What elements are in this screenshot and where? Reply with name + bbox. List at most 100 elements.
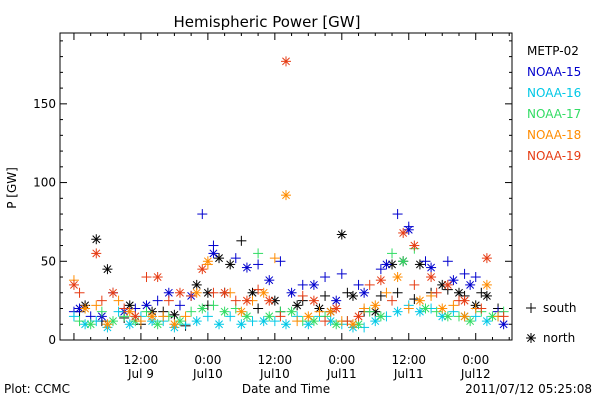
x-tick-label-date: Jul12 <box>460 367 491 381</box>
point-north-noaa-17 <box>152 319 163 330</box>
point-south-noaa-18 <box>269 253 280 264</box>
point-south-noaa-15 <box>297 279 308 290</box>
x-tick-label-date: Jul10 <box>192 367 223 381</box>
point-south-metp-02 <box>236 235 247 246</box>
point-south-noaa-19 <box>230 295 241 306</box>
legend-entry-noaa-15: NOAA-15 <box>527 65 581 79</box>
point-south-metp-02 <box>253 303 264 314</box>
point-north-noaa-19 <box>108 287 119 298</box>
point-north-noaa-19 <box>375 275 386 286</box>
point-south-noaa-17 <box>364 306 375 317</box>
point-north-noaa-15 <box>74 303 85 314</box>
point-north-metp-02 <box>414 259 425 270</box>
plot-area <box>59 32 513 341</box>
point-south-noaa-15 <box>253 259 264 270</box>
legend-north-marker <box>526 333 536 343</box>
chart-title: Hemispheric Power [GW] <box>174 13 361 31</box>
point-north-noaa-16 <box>414 306 425 317</box>
point-north-noaa-16 <box>214 319 225 330</box>
legend-entry-noaa-17: NOAA-17 <box>527 107 581 121</box>
point-north-noaa-18 <box>147 311 158 322</box>
point-south-noaa-18 <box>448 300 459 311</box>
point-north-noaa-18 <box>459 311 470 322</box>
point-south-noaa-19 <box>387 295 398 306</box>
marker-legend: south north <box>526 301 577 345</box>
point-north-noaa-16 <box>124 319 135 330</box>
point-north-noaa-15 <box>426 262 437 273</box>
point-north-noaa-17 <box>241 311 252 322</box>
legend-south-label: south <box>543 301 577 315</box>
point-north-noaa-17 <box>375 311 386 322</box>
point-south-noaa-15 <box>174 300 185 311</box>
point-north-noaa-17 <box>442 311 453 322</box>
point-south-noaa-16 <box>202 311 213 322</box>
point-south-noaa-15 <box>375 264 386 275</box>
point-south-noaa-16 <box>225 311 236 322</box>
point-north-metp-02 <box>169 309 180 320</box>
point-north-metp-02 <box>453 287 464 298</box>
footer-timestamp: 2011/07/12 05:25:08 <box>465 382 592 396</box>
point-north-noaa-19 <box>353 311 364 322</box>
point-north-noaa-19 <box>91 248 102 259</box>
point-north-noaa-15 <box>264 275 275 286</box>
point-south-noaa-17 <box>387 248 398 259</box>
point-north-noaa-16 <box>191 316 202 327</box>
point-south-noaa-17 <box>208 300 219 311</box>
point-north-noaa-19 <box>481 253 492 264</box>
point-north-noaa-18 <box>347 319 358 330</box>
series-noaa-18 <box>68 190 504 330</box>
point-south-noaa-17 <box>431 306 442 317</box>
legend-entry-noaa-16: NOAA-16 <box>527 86 581 100</box>
point-north-noaa-18 <box>236 306 247 317</box>
point-north-metp-02 <box>481 290 492 301</box>
point-north-noaa-15 <box>359 287 370 298</box>
point-north-noaa-18 <box>202 256 213 267</box>
series-noaa-17 <box>74 243 509 330</box>
series-metp-02 <box>74 229 504 331</box>
point-north-noaa-19 <box>426 272 437 283</box>
point-north-noaa-18 <box>481 279 492 290</box>
point-north-noaa-17 <box>286 306 297 317</box>
point-north-noaa-18 <box>281 190 291 201</box>
point-north-noaa-15 <box>465 279 476 290</box>
point-south-noaa-18 <box>113 295 124 306</box>
point-north-noaa-18 <box>191 287 202 298</box>
point-north-noaa-16 <box>80 319 91 330</box>
point-south-noaa-15 <box>470 272 481 283</box>
point-south-noaa-19 <box>253 284 264 295</box>
y-axis-label: P [GW] <box>5 167 19 209</box>
point-south-noaa-15 <box>230 253 241 264</box>
point-south-noaa-16 <box>68 311 79 322</box>
point-north-noaa-16 <box>392 306 403 317</box>
point-south-noaa-19 <box>186 290 197 301</box>
point-south-noaa-15 <box>275 256 286 267</box>
point-south-noaa-16 <box>113 306 124 317</box>
series-noaa-19 <box>68 56 509 327</box>
legend-entry-metp-02: METP-02 <box>527 44 579 58</box>
point-south-noaa-18 <box>403 303 414 314</box>
point-north-metp-02 <box>214 253 225 264</box>
point-south-noaa-15 <box>353 279 364 290</box>
legend: METP-02 NOAA-15 NOAA-16 NOAA-17 NOAA-18 NOAA-… <box>527 44 581 163</box>
point-south-metp-02 <box>392 287 403 298</box>
point-south-noaa-19 <box>364 279 375 290</box>
legend-north-label: north <box>543 331 575 345</box>
point-north-noaa-19 <box>281 56 291 67</box>
point-south-noaa-18 <box>180 311 191 322</box>
point-south-noaa-18 <box>91 300 102 311</box>
point-north-noaa-15 <box>286 287 297 298</box>
point-north-noaa-19 <box>442 279 453 290</box>
x-tick-label-date: Jul11 <box>393 367 424 381</box>
point-north-noaa-18 <box>370 300 381 311</box>
point-south-noaa-18 <box>381 287 392 298</box>
point-south-noaa-19 <box>119 303 130 314</box>
point-north-noaa-19 <box>331 303 342 314</box>
y-axis: 0 50 100 150 <box>33 40 512 347</box>
point-north-noaa-15 <box>403 224 414 235</box>
point-south-noaa-15 <box>442 256 453 267</box>
point-north-noaa-16 <box>481 316 492 327</box>
legend-entry-noaa-18: NOAA-18 <box>527 128 581 142</box>
x-tick-label-date: Jul11 <box>326 367 357 381</box>
point-north-noaa-18 <box>325 306 336 317</box>
point-north-metp-02 <box>347 290 358 301</box>
